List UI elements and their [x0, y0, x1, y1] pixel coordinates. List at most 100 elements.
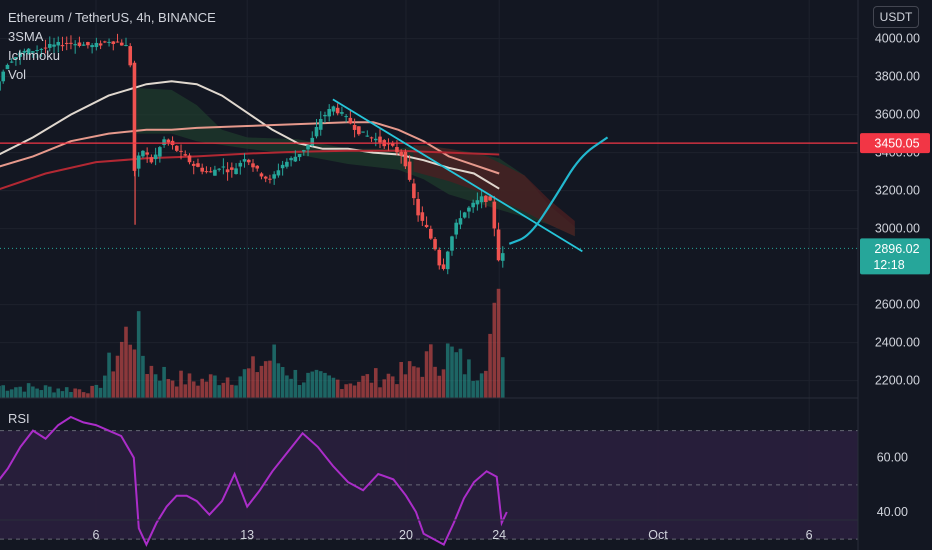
candle-body[interactable] [162, 139, 166, 145]
candle-body[interactable] [297, 154, 302, 158]
candle-body[interactable] [119, 42, 124, 46]
candle-body[interactable] [259, 173, 264, 177]
candle-body[interactable] [132, 62, 137, 171]
candle-body[interactable] [479, 196, 484, 203]
candle-body[interactable] [484, 195, 488, 202]
candle-body[interactable] [352, 124, 357, 130]
candle-body[interactable] [450, 236, 454, 251]
candle-body[interactable] [60, 45, 65, 47]
indicator-ichimoku-label[interactable]: Ichimoku [8, 48, 61, 63]
candle-body[interactable] [293, 156, 298, 162]
currency-button[interactable]: USDT [873, 6, 919, 28]
candle-body[interactable] [158, 147, 162, 157]
candle-body[interactable] [230, 167, 234, 170]
candle-body[interactable] [43, 47, 48, 49]
candle-body[interactable] [149, 157, 154, 163]
candle-body[interactable] [310, 137, 315, 146]
candle-body[interactable] [323, 115, 327, 117]
candle-body[interactable] [454, 222, 459, 235]
candle-body[interactable] [331, 106, 336, 112]
candle-body[interactable] [213, 169, 217, 176]
candle-body[interactable] [208, 171, 213, 173]
candle-body[interactable] [272, 174, 276, 179]
candle-body[interactable] [492, 201, 497, 229]
candle-body[interactable] [407, 161, 412, 180]
candle-body[interactable] [200, 167, 204, 172]
indicator-vol-label[interactable]: Vol [8, 67, 27, 82]
candle-body[interactable] [103, 41, 107, 43]
candle-body[interactable] [14, 57, 18, 60]
candle-body[interactable] [153, 154, 158, 160]
candle-body[interactable] [318, 119, 323, 130]
candle-body[interactable] [187, 155, 192, 163]
indicator-3sma-label[interactable]: 3SMA [8, 29, 44, 44]
candle-body[interactable] [263, 176, 268, 179]
candle-body[interactable] [306, 145, 310, 150]
candle-body[interactable] [276, 170, 281, 176]
candle-body[interactable] [403, 151, 408, 167]
candle-body[interactable] [357, 126, 361, 135]
candle-body[interactable] [22, 50, 27, 53]
candle-body[interactable] [166, 139, 171, 143]
rsi-label[interactable]: RSI [8, 411, 30, 426]
candle-body[interactable] [5, 64, 10, 70]
candle-body[interactable] [225, 169, 230, 173]
candle-body[interactable] [238, 162, 243, 167]
candle-body[interactable] [420, 212, 425, 221]
candle-body[interactable] [81, 44, 86, 46]
candle-body[interactable] [90, 45, 94, 48]
candle-body[interactable] [9, 61, 14, 63]
candle-body[interactable] [217, 168, 221, 170]
candle-body[interactable] [56, 41, 61, 46]
candle-body[interactable] [111, 41, 116, 45]
candle-body[interactable] [47, 44, 52, 48]
candle-body[interactable] [255, 165, 260, 169]
candle-body[interactable] [204, 171, 209, 173]
candle-body[interactable] [183, 154, 188, 156]
candle-body[interactable] [268, 178, 272, 180]
descending-trendline[interactable] [332, 98, 583, 253]
candle-body[interactable] [289, 158, 293, 161]
candle-body[interactable] [52, 44, 56, 47]
candle-body[interactable] [433, 239, 437, 250]
candle-body[interactable] [340, 112, 344, 114]
candle-body[interactable] [314, 126, 319, 137]
candle-body[interactable] [39, 48, 44, 50]
candle-body[interactable] [424, 224, 429, 228]
candle-body[interactable] [441, 264, 446, 269]
candle-body[interactable] [174, 145, 179, 151]
candle-body[interactable] [471, 202, 475, 208]
candle-body[interactable] [242, 159, 247, 162]
candle-body[interactable] [18, 52, 22, 57]
candle-body[interactable] [412, 183, 416, 199]
candle-body[interactable] [378, 136, 382, 143]
candle-body[interactable] [416, 198, 420, 216]
candle-body[interactable] [437, 249, 442, 266]
candle-body[interactable] [107, 41, 111, 43]
candle-body[interactable] [179, 150, 183, 152]
candle-body[interactable] [141, 150, 145, 157]
candle-body[interactable] [64, 42, 69, 44]
candlesticks[interactable] [0, 33, 505, 275]
candle-body[interactable] [369, 137, 374, 139]
candle-body[interactable] [488, 196, 492, 201]
candle-body[interactable] [115, 41, 120, 43]
candle-body[interactable] [395, 147, 399, 153]
candle-body[interactable] [373, 138, 378, 141]
candle-body[interactable] [429, 228, 433, 239]
candle-body[interactable] [399, 151, 403, 156]
candle-body[interactable] [128, 46, 133, 66]
candle-body[interactable] [445, 251, 450, 270]
candle-body[interactable] [73, 44, 77, 46]
projection-curve[interactable] [508, 136, 609, 245]
candle-body[interactable] [475, 200, 480, 205]
candle-body[interactable] [35, 50, 39, 52]
candle-body[interactable] [361, 131, 365, 133]
candle-body[interactable] [31, 51, 35, 53]
candle-body[interactable] [365, 135, 370, 137]
candle-body[interactable] [145, 152, 149, 155]
candle-body[interactable] [234, 168, 238, 175]
candle-body[interactable] [1, 71, 6, 82]
candle-body[interactable] [196, 163, 200, 167]
